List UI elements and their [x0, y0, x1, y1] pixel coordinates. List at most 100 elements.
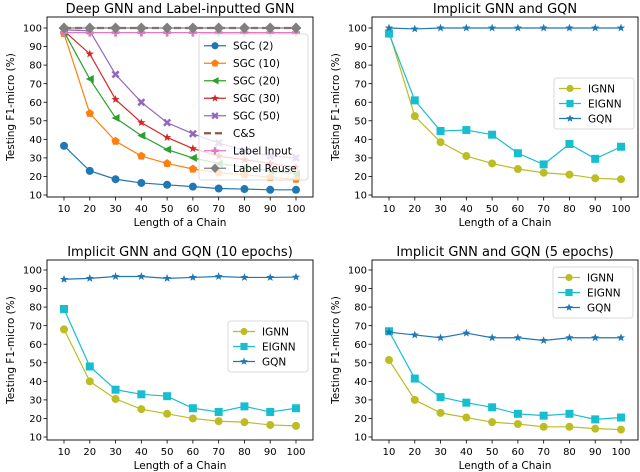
- legend-marker: [211, 94, 219, 102]
- data-point: [384, 23, 394, 32]
- data-point: [163, 392, 172, 401]
- data-point: [163, 118, 172, 127]
- x-tick-label: 10: [58, 447, 71, 458]
- data-point: [410, 96, 419, 105]
- data-point: [188, 129, 197, 138]
- x-tick-label: 50: [486, 447, 499, 458]
- y-axis-label: Testing F1-micro (%): [330, 296, 342, 405]
- data-point: [163, 145, 172, 154]
- data-point: [187, 22, 199, 34]
- legend-box: [227, 320, 309, 373]
- legend-label: EIGNN: [588, 98, 622, 110]
- y-tick-label: 10: [29, 433, 42, 444]
- y-tick-label: 20: [29, 414, 42, 425]
- data-point: [266, 420, 275, 429]
- x-tick-label: 60: [512, 447, 525, 458]
- data-point: [410, 24, 419, 33]
- x-tick-label: 70: [537, 447, 550, 458]
- x-axis-label: Length of a Chain: [134, 217, 227, 229]
- data-point: [137, 178, 146, 187]
- data-point: [60, 141, 68, 150]
- data-point: [539, 160, 548, 169]
- x-tick-label: 80: [563, 447, 576, 458]
- x-tick-label: 50: [161, 204, 174, 215]
- y-tick-label: 30: [29, 153, 42, 164]
- y-tick-label: 100: [348, 24, 367, 35]
- legend-marker: [565, 288, 573, 297]
- data-point: [59, 274, 69, 283]
- legend-marker: [240, 357, 248, 365]
- y-tick-label: 40: [29, 377, 42, 388]
- data-point: [85, 377, 94, 386]
- y-tick-label: 70: [354, 79, 367, 90]
- y-tick-label: 10: [29, 191, 42, 202]
- data-point: [188, 164, 198, 173]
- x-tick-label: 20: [408, 204, 421, 215]
- x-tick-label: 60: [187, 204, 200, 215]
- data-point: [163, 274, 172, 282]
- legend-label: SGC (2): [233, 41, 273, 53]
- data-point: [137, 131, 146, 140]
- data-point: [591, 415, 600, 424]
- data-point: [163, 409, 172, 418]
- data-point: [513, 409, 522, 418]
- data-point: [410, 330, 419, 339]
- data-point: [188, 273, 197, 281]
- series-line: [388, 359, 622, 431]
- y-tick-label: 50: [354, 358, 367, 369]
- legend-label: SGC (10): [233, 58, 280, 70]
- data-point: [85, 75, 94, 84]
- x-tick-label: 20: [408, 447, 421, 458]
- data-point: [137, 272, 146, 280]
- data-point: [539, 23, 548, 32]
- data-point: [617, 175, 625, 184]
- x-tick-label: 60: [187, 447, 200, 458]
- data-point: [292, 404, 300, 413]
- y-tick-label: 40: [354, 135, 367, 146]
- x-tick-label: 90: [589, 447, 602, 458]
- y-tick-label: 100: [23, 266, 42, 277]
- legend: SGC (2) SGC (10) SGC (20) SGC (30) SGC (50) C…: [198, 33, 309, 181]
- legend: IGNN EIGNN GQN: [553, 77, 635, 130]
- data-point: [591, 333, 600, 342]
- legend-label: SGC (30): [233, 93, 280, 105]
- y-tick-label: 20: [29, 172, 42, 183]
- x-axis-label: Length of a Chain: [459, 217, 552, 229]
- data-point: [591, 174, 600, 183]
- x-tick-label: 30: [434, 204, 447, 215]
- data-point: [161, 22, 173, 34]
- data-point: [591, 23, 600, 32]
- data-point: [436, 333, 445, 342]
- data-point: [137, 118, 146, 127]
- data-point: [384, 327, 394, 336]
- series-ignn: [385, 355, 625, 434]
- x-tick-label: 50: [486, 204, 499, 215]
- legend-marker: [566, 99, 574, 108]
- data-point: [617, 413, 625, 422]
- data-point: [240, 402, 249, 411]
- x-tick-label: 60: [512, 204, 525, 215]
- legend-marker: [566, 114, 574, 122]
- data-point: [539, 336, 548, 345]
- data-point: [410, 395, 419, 404]
- chart-panel-3: Implicit GNN and GQN (10 epochs) 10 20 30 40…: [5, 245, 314, 472]
- y-tick-label: 10: [354, 191, 367, 202]
- data-point: [436, 408, 445, 417]
- data-point: [163, 180, 172, 189]
- series-line: [388, 330, 622, 420]
- series-line: [388, 331, 621, 342]
- axes-frame: [371, 16, 639, 198]
- axes-frame: [46, 16, 314, 198]
- legend-marker: [211, 59, 219, 67]
- x-tick-label: 10: [383, 204, 396, 215]
- data-point: [385, 355, 393, 364]
- y-tick-label: 80: [29, 303, 42, 314]
- x-tick-label: 100: [611, 447, 630, 458]
- legend-marker: [211, 147, 219, 155]
- chart-title: Implicit GNN and GQN: [433, 2, 577, 17]
- legend-label: IGNN: [588, 83, 615, 95]
- legend-label: EIGNN: [587, 287, 621, 299]
- legend: IGNN EIGNN GQN: [552, 266, 634, 319]
- legend-label: SGC (50): [233, 111, 280, 123]
- legend-label: GQN: [587, 302, 611, 314]
